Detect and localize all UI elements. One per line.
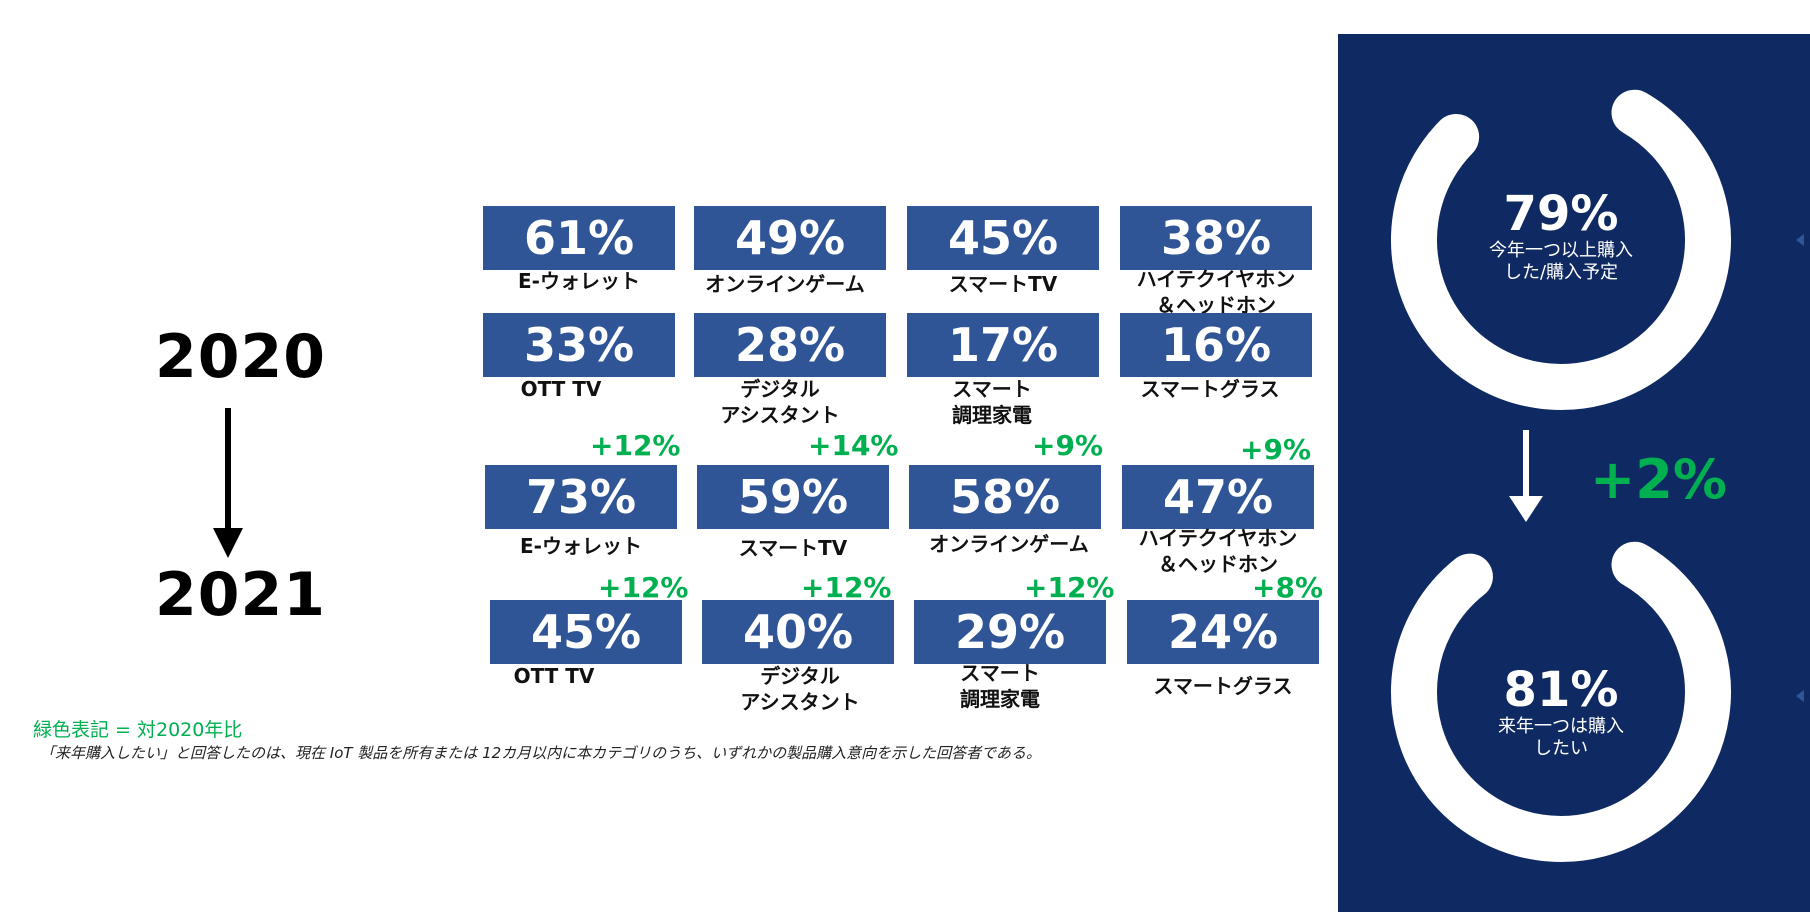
label-2020-smart-glasses: スマートグラス: [1140, 377, 1280, 401]
label-2021-smart-glasses: スマートグラス: [1153, 674, 1293, 698]
tile-2020-smart-glasses: 16%: [1120, 313, 1312, 377]
tile-2020-earphones: 38%: [1120, 206, 1312, 270]
year-2020-label: 2020: [155, 322, 326, 392]
year-arrow-shaft: [225, 408, 231, 530]
tile-2020-smart-tv: 45%: [907, 206, 1099, 270]
ring-top-value: 79%: [1503, 186, 1619, 242]
label-2021-smart-cooker: スマート 調理家電: [960, 661, 1040, 711]
tile-2021-online-game: 58%: [909, 465, 1101, 529]
year-2021-label: 2021: [155, 560, 326, 630]
label-2020-smart-cooker: スマート 調理家電: [952, 377, 1032, 427]
tile-2020-online-game: 49%: [694, 206, 886, 270]
tile-2021-smart-glasses: 24%: [1127, 600, 1319, 664]
delta-2021-smart-tv: +14%: [808, 429, 899, 462]
delta-2021-e-wallet: +12%: [590, 429, 681, 462]
label-2021-earphones: ハイテクイヤホン ＆ヘッドホン: [1138, 526, 1298, 576]
ring-bottom-caption: 来年一つは購入 したい: [1498, 716, 1624, 759]
label-2020-online-game: オンラインゲーム: [705, 272, 865, 296]
label-2020-earphones: ハイテクイヤホン ＆ヘッドホン: [1136, 267, 1296, 317]
delta-2021-ott-tv: +12%: [598, 571, 689, 604]
delta-2021-digital-assistant: +12%: [801, 571, 892, 604]
label-2020-ott-tv: OTT TV: [520, 377, 602, 401]
delta-2021-earphones: +9%: [1240, 433, 1311, 466]
legend-note: 緑色表記 = 対2020年比: [33, 719, 243, 741]
panel-delta: +2%: [1590, 448, 1727, 511]
tile-2021-digital-assistant: 40%: [702, 600, 894, 664]
label-2020-digital-assistant: デジタル アシスタント: [720, 377, 840, 427]
footnote: 「来年購入したい」と回答したのは、現在 IoT 製品を所有または 12カ月以内に…: [40, 744, 1042, 762]
label-2021-digital-assistant: デジタル アシスタント: [740, 664, 860, 714]
tile-2020-digital-assistant: 28%: [694, 313, 886, 377]
label-2021-ott-tv: OTT TV: [513, 664, 595, 688]
delta-2021-online-game: +9%: [1032, 429, 1103, 462]
tile-2020-smart-cooker: 17%: [907, 313, 1099, 377]
tile-2021-smart-tv: 59%: [697, 465, 889, 529]
label-2020-e-wallet: E-ウォレット: [518, 269, 640, 293]
year-arrow-head-icon: [213, 528, 243, 558]
label-2020-smart-tv: スマートTV: [948, 272, 1058, 296]
label-2021-smart-tv: スマートTV: [738, 536, 848, 560]
tile-2021-e-wallet: 73%: [485, 465, 677, 529]
summary-panel: [1338, 34, 1810, 912]
ring-top-text: 79% 今年一つ以上購入 した/購入予定: [1461, 188, 1661, 284]
tile-2021-ott-tv: 45%: [490, 600, 682, 664]
tile-2021-earphones: 47%: [1122, 465, 1314, 529]
delta-2021-smart-cooker: +12%: [1024, 571, 1115, 604]
ring-bottom-value: 81%: [1503, 662, 1619, 718]
label-2021-online-game: オンラインゲーム: [929, 532, 1089, 556]
tile-2020-ott-tv: 33%: [483, 313, 675, 377]
tile-2020-e-wallet: 61%: [483, 206, 675, 270]
ring-bottom-text: 81% 来年一つは購入 したい: [1461, 664, 1661, 760]
label-2021-e-wallet: E-ウォレット: [520, 534, 642, 558]
ring-top-caption: 今年一つ以上購入 した/購入予定: [1489, 240, 1633, 283]
tile-2021-smart-cooker: 29%: [914, 600, 1106, 664]
delta-2021-smart-glasses: +8%: [1252, 571, 1323, 604]
